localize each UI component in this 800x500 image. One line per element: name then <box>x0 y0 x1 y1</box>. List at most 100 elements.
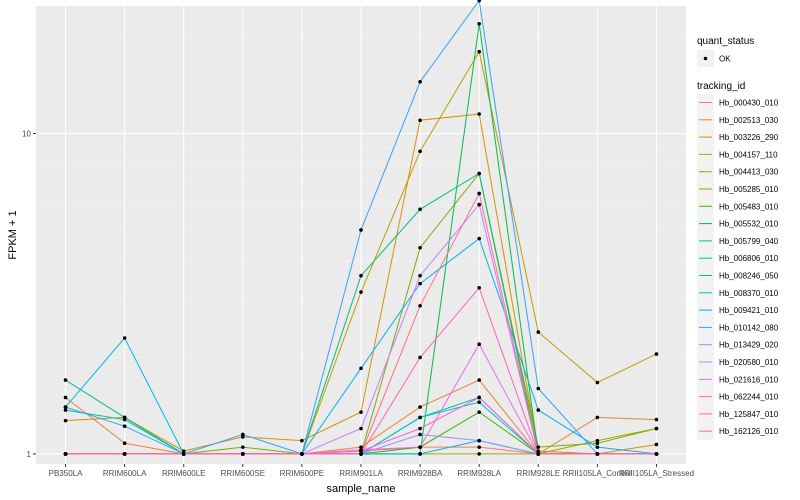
data-point <box>418 432 422 437</box>
data-point <box>359 366 363 371</box>
data-point <box>418 355 422 360</box>
data-point <box>654 452 659 456</box>
x-tick-label: RRIM600PE <box>280 469 324 478</box>
data-point <box>536 330 541 334</box>
y-axis: 1 10 <box>22 130 36 459</box>
x-tick-label: RRIM600LE <box>162 469 206 478</box>
data-point <box>122 336 127 340</box>
shape-legend-label: OK <box>719 55 731 64</box>
data-point <box>181 449 186 453</box>
data-point <box>536 445 541 449</box>
data-point <box>418 118 422 123</box>
data-point <box>418 445 422 449</box>
data-point <box>477 342 481 346</box>
data-point <box>359 273 363 278</box>
legend-item-label: Hb_005532_010 <box>719 220 779 229</box>
data-point <box>122 424 127 429</box>
x-tick-label: PB350LA <box>49 469 83 478</box>
y-axis-title: FPKM + 1 <box>7 210 19 259</box>
data-point <box>654 417 659 422</box>
data-point <box>122 417 127 422</box>
data-point <box>595 438 600 443</box>
x-tick-label: RRIM600SE <box>221 469 265 478</box>
x-axis: PB350LA RRIM600LA RRIM600LE RRIM600SE RRIM60… <box>49 464 694 478</box>
data-point <box>241 445 245 449</box>
data-point <box>300 452 304 456</box>
data-point <box>63 405 68 409</box>
legend-item-label: Hb_008370_010 <box>719 289 779 298</box>
data-point <box>595 380 600 385</box>
legend-item-label: Hb_006806_010 <box>719 254 779 263</box>
data-point <box>654 442 659 447</box>
legend-item-label: Hb_010142_080 <box>719 323 779 332</box>
data-point <box>654 426 659 431</box>
data-point <box>477 438 481 443</box>
data-point <box>418 452 422 456</box>
legend-item-label: Hb_008246_050 <box>719 272 779 281</box>
data-point <box>418 303 422 308</box>
data-point <box>477 0 481 3</box>
data-point <box>359 426 363 431</box>
data-point <box>359 449 363 453</box>
data-point <box>418 207 422 212</box>
data-point <box>63 408 68 412</box>
shape-legend-point <box>703 56 708 61</box>
x-tick-label: RRIM901LA <box>339 469 383 478</box>
x-tick-label: RRIM928LE <box>516 469 560 478</box>
data-point <box>477 400 481 404</box>
data-point <box>536 386 541 391</box>
data-point <box>477 21 481 26</box>
legend-item-label: Hb_062244_010 <box>719 393 779 402</box>
data-point <box>536 449 541 453</box>
data-point <box>477 112 481 116</box>
legend-item-label: Hb_005483_010 <box>719 202 779 211</box>
data-point <box>477 378 481 382</box>
data-point <box>418 273 422 278</box>
legend-item-label: Hb_013429_020 <box>719 341 779 350</box>
x-tick-label: RRII105LA_Stressed <box>619 469 694 478</box>
legend: quant_status OK tracking_id Hb_000430_01… <box>697 36 779 440</box>
legend-item-label: Hb_125847_010 <box>719 410 779 419</box>
series-points <box>63 0 659 456</box>
data-point <box>595 441 600 445</box>
data-point <box>359 452 363 456</box>
data-point <box>477 191 481 196</box>
data-point <box>536 452 541 456</box>
data-point <box>418 79 422 84</box>
data-point <box>418 415 422 420</box>
data-point <box>654 352 659 356</box>
data-point <box>359 410 363 414</box>
legend-item-label: Hb_005285_010 <box>719 185 779 194</box>
data-point <box>418 426 422 431</box>
shape-legend-title: quant_status <box>697 36 754 47</box>
data-point <box>477 171 481 176</box>
data-point <box>241 452 245 456</box>
y-tick-label: 10 <box>22 130 31 139</box>
y-tick-label: 1 <box>27 450 32 459</box>
legend-item-label: Hb_004413_030 <box>719 168 779 177</box>
data-point <box>536 408 541 412</box>
data-point <box>477 445 481 449</box>
data-point <box>181 452 186 456</box>
legend-item-label: Hb_162126_010 <box>719 427 779 436</box>
data-point <box>63 418 68 423</box>
data-point <box>122 452 127 456</box>
data-point <box>418 245 422 250</box>
data-point <box>477 395 481 400</box>
x-tick-label: RRIM928BA <box>398 469 443 478</box>
data-point <box>595 445 600 449</box>
data-point <box>477 452 481 456</box>
x-axis-title: sample_name <box>326 483 395 495</box>
legend-item-label: Hb_020580_010 <box>719 358 779 367</box>
legend-item-label: Hb_000430_010 <box>719 99 779 108</box>
data-point <box>63 452 68 456</box>
legend-item-label: Hb_009421_010 <box>719 306 779 315</box>
data-point <box>595 415 600 420</box>
data-point <box>359 290 363 294</box>
data-point <box>359 445 363 449</box>
legend-item-label: Hb_003226_290 <box>719 133 779 142</box>
data-point <box>63 395 68 400</box>
data-point <box>418 405 422 409</box>
data-point <box>241 432 245 437</box>
